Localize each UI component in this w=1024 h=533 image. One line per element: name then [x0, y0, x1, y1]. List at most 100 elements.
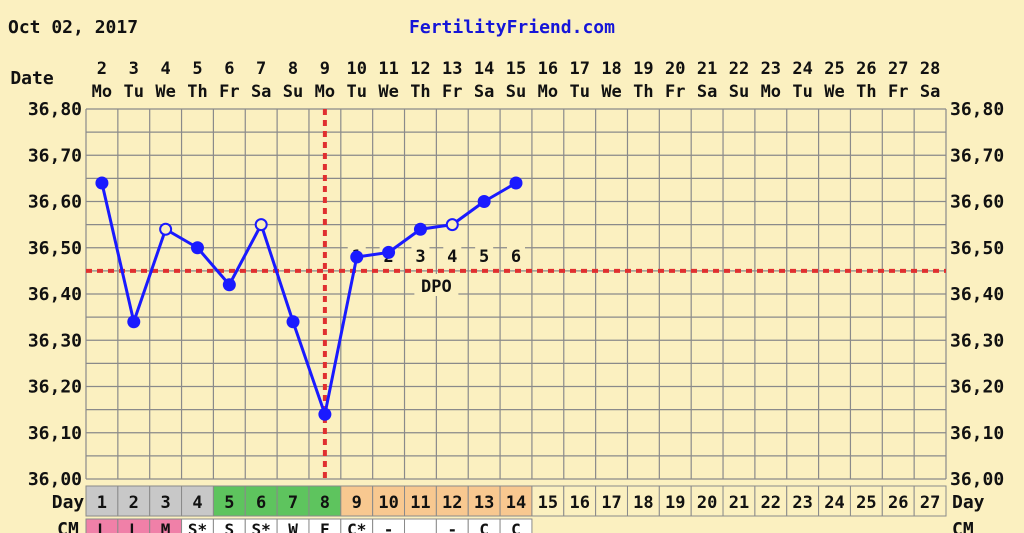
dpo-label-box [411, 244, 430, 266]
temperature-point [413, 222, 427, 236]
day-cell [818, 485, 851, 517]
date-tick-label: 14 [474, 59, 494, 79]
day-cell [435, 485, 469, 517]
day-cell [149, 485, 183, 517]
date-tick-label: 24 [792, 59, 812, 79]
dpo-label: 3 [415, 247, 425, 267]
weekday-tick-label: We [155, 82, 175, 102]
day-number: 26 [888, 493, 908, 513]
weekday-tick-label: Sa [697, 82, 717, 102]
date-axis-label: Date [10, 68, 54, 89]
day-cell [340, 485, 374, 517]
day-number: 25 [856, 493, 876, 513]
cm-value: L [129, 520, 139, 533]
cm-cell [404, 518, 437, 533]
day-cell [595, 485, 628, 517]
day-number: 19 [665, 493, 685, 513]
day-cell [244, 485, 278, 517]
date-tick-label: 23 [761, 59, 781, 79]
y-tick-label-right: 36,30 [950, 330, 1004, 351]
day-row-label-left: Day [52, 492, 85, 513]
day-number: 3 [161, 493, 171, 513]
day-number: 12 [442, 493, 462, 513]
y-tick-label-right: 36,40 [950, 284, 1004, 305]
temperature-point [190, 241, 204, 255]
weekday-tick-label: Th [410, 82, 430, 102]
day-number: 9 [352, 493, 362, 513]
weekday-tick-label: Fr [665, 82, 685, 102]
weekday-tick-label: Tu [792, 82, 812, 102]
cm-value: E [320, 520, 330, 533]
day-number: 18 [633, 493, 653, 513]
day-cell [467, 485, 501, 517]
weekday-tick-label: Tu [124, 82, 144, 102]
date-tick-label: 5 [192, 59, 202, 79]
cm-value: L [97, 520, 107, 533]
cm-value: C [511, 520, 521, 533]
day-number: 7 [288, 493, 298, 513]
y-tick-label-right: 36,80 [950, 99, 1004, 120]
day-cell [276, 485, 310, 517]
temperature-point [318, 407, 332, 421]
day-cell [722, 485, 756, 517]
dpo-caption: DPO [421, 277, 452, 297]
weekday-tick-label: Sa [920, 82, 940, 102]
day-number: 8 [320, 493, 330, 513]
dpo-label-box [507, 244, 525, 266]
weekday-tick-label: We [601, 82, 621, 102]
weekday-tick-label: Fr [888, 82, 908, 102]
cm-value: S [225, 520, 235, 533]
weekday-tick-label: Tu [569, 82, 589, 102]
temperature-point [350, 250, 364, 264]
day-cell [372, 485, 406, 517]
day-number: 23 [792, 493, 812, 513]
y-tick-label-left: 36,70 [28, 145, 82, 166]
weekday-tick-label: Mo [92, 82, 112, 102]
weekday-tick-label: Th [633, 82, 653, 102]
day-number: 1 [97, 493, 107, 513]
temperature-point [286, 315, 300, 329]
cm-row-label-left: CM [57, 519, 79, 533]
y-tick-label-right: 36,60 [950, 192, 1004, 213]
weekday-tick-label: Mo [538, 82, 558, 102]
y-tick-label-left: 36,10 [28, 423, 82, 444]
date-tick-label: 26 [856, 59, 876, 79]
day-number: 15 [538, 493, 558, 513]
date-tick-label: 7 [256, 59, 266, 79]
date-tick-label: 18 [601, 59, 621, 79]
day-cell [117, 485, 151, 517]
day-number: 16 [569, 493, 589, 513]
day-number: 13 [474, 493, 494, 513]
weekday-tick-label: Mo [315, 82, 335, 102]
weekday-tick-label: Su [729, 82, 749, 102]
cm-value: - [384, 520, 394, 533]
y-tick-label-left: 36,40 [28, 284, 82, 305]
day-number: 5 [224, 493, 234, 513]
date-tick-label: 17 [569, 59, 589, 79]
temperature-point [477, 195, 491, 208]
temperature-point [95, 176, 109, 190]
temperature-point-open [159, 222, 173, 236]
y-tick-label-right: 36,70 [950, 145, 1004, 166]
weekday-tick-label: We [824, 82, 844, 102]
cm-value: W [288, 520, 298, 533]
date-tick-label: 3 [129, 59, 139, 79]
y-tick-label-left: 36,00 [28, 469, 82, 490]
day-number: 11 [410, 493, 430, 513]
cm-value: S* [252, 520, 271, 533]
y-tick-label-left: 36,30 [28, 330, 82, 351]
day-cell [563, 485, 597, 517]
day-number: 20 [697, 493, 717, 513]
cm-value: C* [347, 520, 366, 533]
chart-date: Oct 02, 2017 [8, 17, 138, 38]
weekday-tick-label: Tu [346, 82, 366, 102]
date-tick-label: 13 [442, 59, 462, 79]
temperature-point [127, 315, 141, 329]
day-cell [913, 485, 947, 517]
date-tick-label: 8 [288, 59, 298, 79]
y-tick-label-right: 36,10 [950, 423, 1004, 444]
weekday-tick-label: Sa [474, 82, 494, 102]
date-tick-label: 25 [824, 59, 844, 79]
weekday-tick-label: Th [856, 82, 876, 102]
